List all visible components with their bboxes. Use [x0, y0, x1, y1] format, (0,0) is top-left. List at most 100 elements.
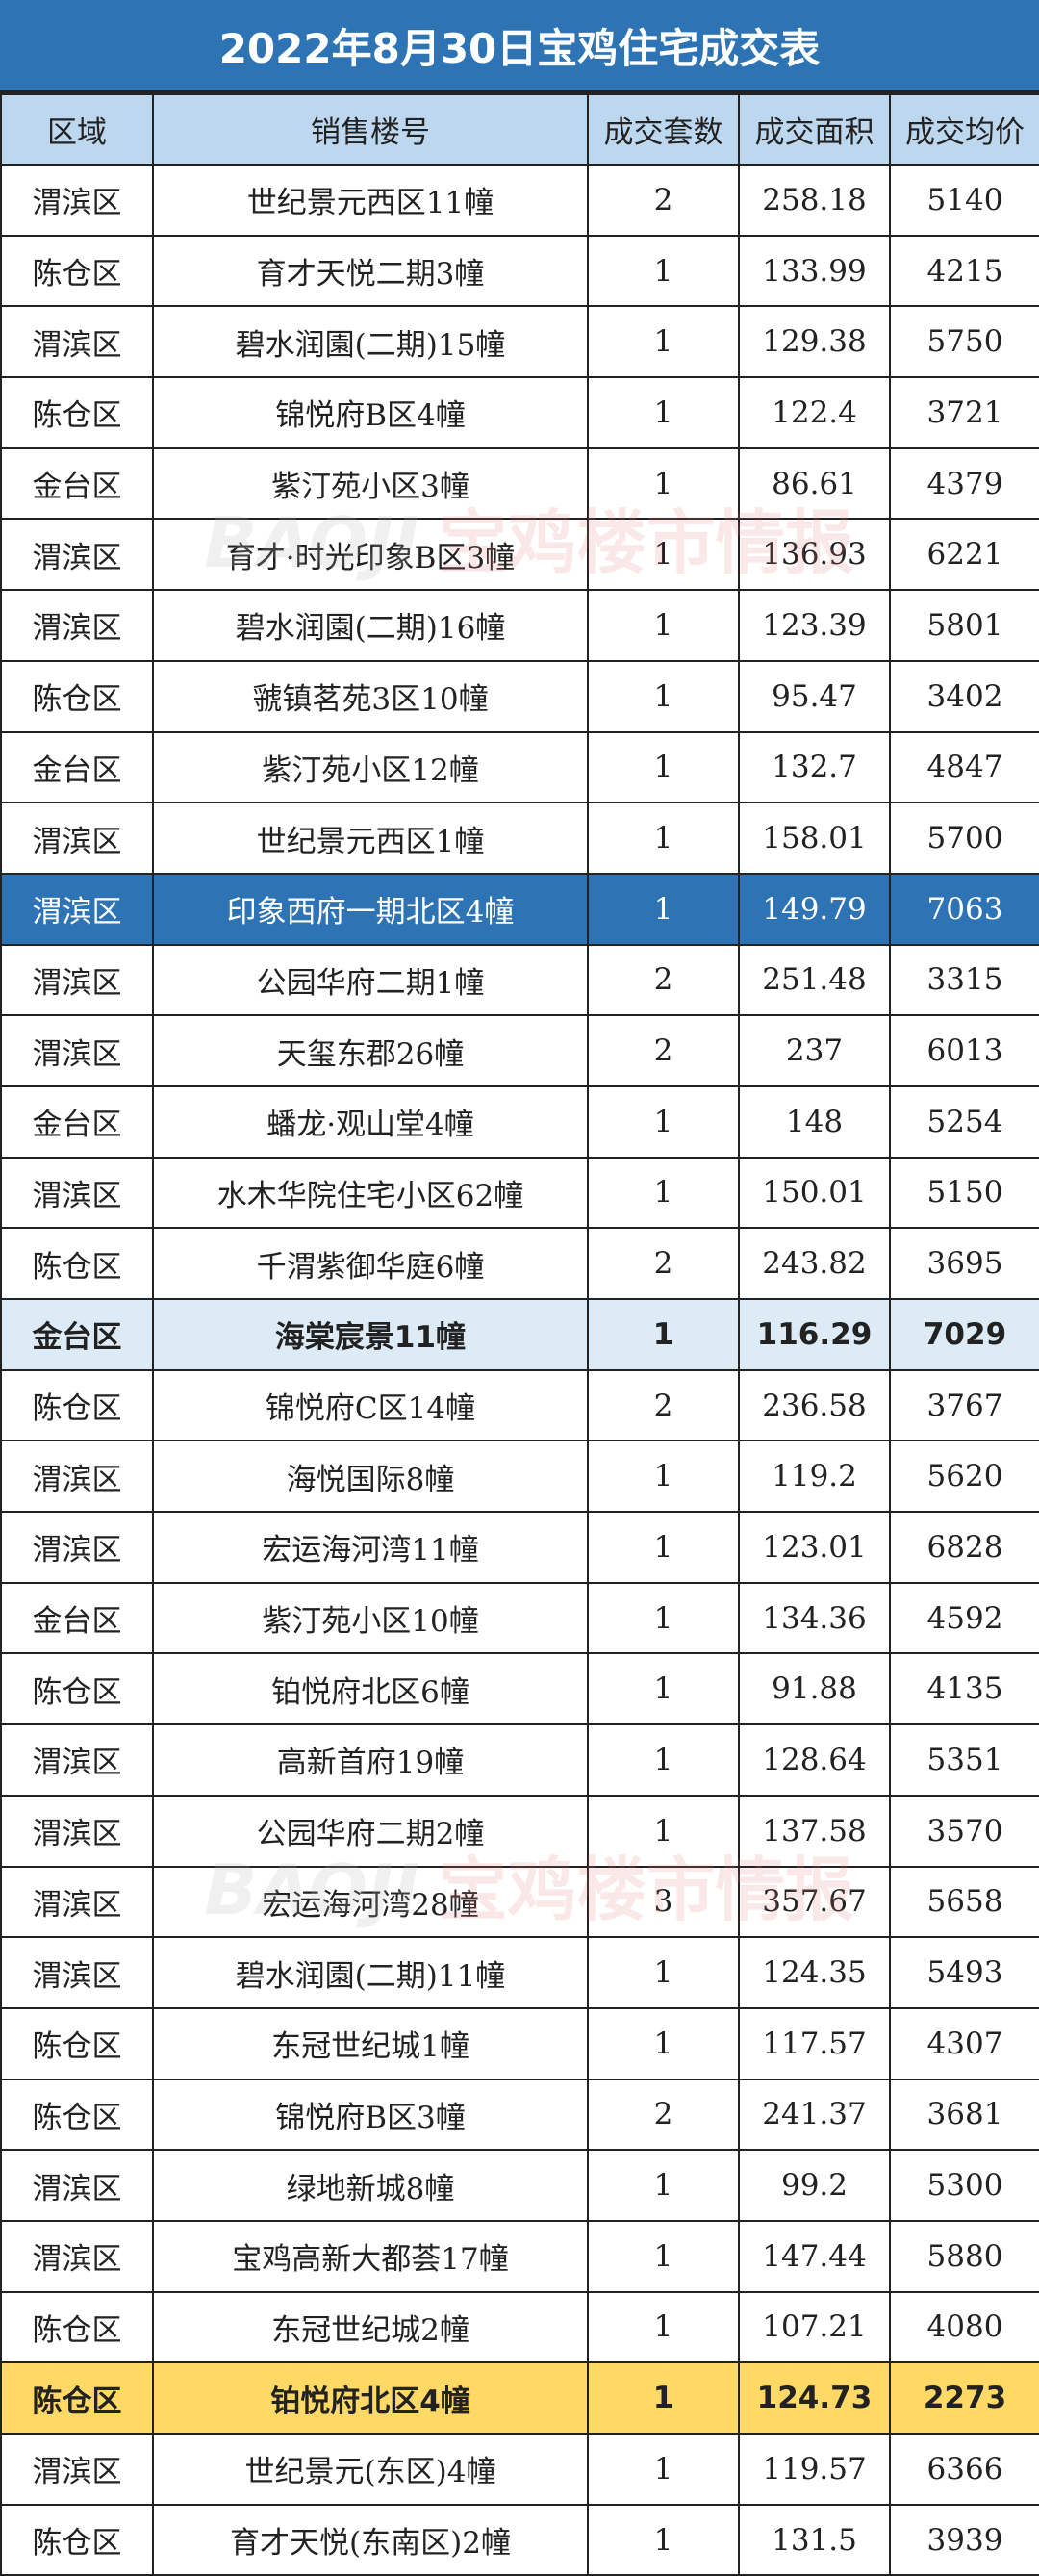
column-header-avg-price: 成交均价	[889, 93, 1039, 166]
cell-units: 1	[587, 2361, 740, 2435]
cell-building: 水木华院住宅小区62幢	[152, 1156, 589, 1230]
cell-district: 渭滨区	[0, 1014, 154, 1087]
cell-district: 金台区	[0, 1084, 154, 1159]
table-row: 渭滨区 天玺东郡26幢 2 237 6013	[0, 1014, 1039, 1087]
cell-avg-price: 3939	[889, 2503, 1039, 2576]
table-row: 陈仓区 东冠世纪城2幢 1 107.21 4080	[0, 2290, 1039, 2364]
table-row: 陈仓区 铂悦府北区6幢 1 91.88 4135	[0, 1652, 1039, 1726]
cell-area: 122.4	[738, 376, 891, 449]
cell-building: 千渭紫御华庭6幢	[152, 1227, 589, 1300]
cell-area: 137.58	[738, 1794, 891, 1868]
cell-building: 碧水润園(二期)11幢	[152, 1936, 589, 2009]
cell-building: 宏运海河湾11幢	[152, 1511, 589, 1584]
column-header-units: 成交套数	[587, 93, 740, 166]
table-row: 金台区 海棠宸景11幢 1 116.29 7029	[0, 1298, 1039, 1371]
cell-units: 1	[587, 2433, 740, 2506]
table-row: 渭滨区 海悦国际8幢 1 119.2 5620	[0, 1440, 1039, 1514]
cell-building: 天玺东郡26幢	[152, 1014, 589, 1087]
cell-district: 陈仓区	[0, 659, 154, 733]
cell-district: 渭滨区	[0, 518, 154, 592]
table-row: 渭滨区 高新首府19幢 1 128.64 5351	[0, 1723, 1039, 1797]
cell-avg-price: 6013	[889, 1014, 1039, 1087]
cell-units: 1	[587, 730, 740, 804]
cell-district: 渭滨区	[0, 802, 154, 875]
cell-units: 1	[587, 2006, 740, 2080]
table-row: 渭滨区 碧水润園(二期)11幢 1 124.35 5493	[0, 1936, 1039, 2009]
cell-area: 123.39	[738, 589, 891, 662]
cell-district: 陈仓区	[0, 2361, 154, 2435]
cell-district: 渭滨区	[0, 589, 154, 662]
cell-district: 陈仓区	[0, 1368, 154, 1442]
cell-area: 91.88	[738, 1652, 891, 1726]
cell-district: 陈仓区	[0, 2290, 154, 2364]
cell-district: 金台区	[0, 730, 154, 804]
cell-area: 123.01	[738, 1511, 891, 1584]
cell-units: 2	[587, 1014, 740, 1087]
cell-units: 1	[587, 1723, 740, 1797]
cell-area: 99.2	[738, 2149, 891, 2222]
table-row: 渭滨区 公园华府二期1幢 2 251.48 3315	[0, 943, 1039, 1017]
cell-building: 公园华府二期1幢	[152, 943, 589, 1017]
cell-district: 渭滨区	[0, 164, 154, 237]
column-header-district: 区域	[0, 93, 154, 166]
cell-units: 1	[587, 2219, 740, 2293]
cell-area: 133.99	[738, 234, 891, 308]
cell-district: 陈仓区	[0, 1227, 154, 1300]
cell-district: 渭滨区	[0, 943, 154, 1017]
cell-area: 150.01	[738, 1156, 891, 1230]
table-row: 渭滨区 世纪景元西区1幢 1 158.01 5700	[0, 802, 1039, 875]
cell-area: 237	[738, 1014, 891, 1087]
cell-district: 渭滨区	[0, 2433, 154, 2506]
cell-building: 锦悦府B区4幢	[152, 376, 589, 449]
cell-avg-price: 2273	[889, 2361, 1039, 2435]
cell-units: 2	[587, 1368, 740, 1442]
cell-avg-price: 4847	[889, 730, 1039, 804]
cell-area: 119.57	[738, 2433, 891, 2506]
cell-area: 86.61	[738, 446, 891, 521]
cell-district: 金台区	[0, 1581, 154, 1655]
cell-units: 1	[587, 2290, 740, 2364]
cell-building: 紫汀苑小区3幢	[152, 446, 589, 521]
cell-area: 149.79	[738, 872, 891, 946]
cell-building: 绿地新城8幢	[152, 2149, 589, 2222]
cell-avg-price: 3681	[889, 2078, 1039, 2152]
cell-units: 2	[587, 164, 740, 237]
cell-area: 357.67	[738, 1865, 891, 1939]
cell-units: 2	[587, 1227, 740, 1300]
cell-avg-price: 3721	[889, 376, 1039, 449]
cell-avg-price: 3767	[889, 1368, 1039, 1442]
table-row: 渭滨区 宏运海河湾11幢 1 123.01 6828	[0, 1511, 1039, 1584]
cell-building: 世纪景元(东区)4幢	[152, 2433, 589, 2506]
cell-building: 世纪景元西区11幢	[152, 164, 589, 237]
cell-building: 宏运海河湾28幢	[152, 1865, 589, 1939]
cell-district: 渭滨区	[0, 2149, 154, 2222]
cell-district: 渭滨区	[0, 305, 154, 379]
cell-area: 258.18	[738, 164, 891, 237]
table-row: 陈仓区 虢镇茗苑3区10幢 1 95.47 3402	[0, 659, 1039, 733]
cell-building: 育才·时光印象B区3幢	[152, 518, 589, 592]
table-row: 金台区 紫汀苑小区12幢 1 132.7 4847	[0, 730, 1039, 804]
table-row: 渭滨区 绿地新城8幢 1 99.2 5300	[0, 2149, 1039, 2222]
cell-area: 243.82	[738, 1227, 891, 1300]
cell-units: 1	[587, 1936, 740, 2009]
cell-avg-price: 5658	[889, 1865, 1039, 1939]
cell-district: 渭滨区	[0, 2219, 154, 2293]
table-row: 渭滨区 印象西府一期北区4幢 1 149.79 7063	[0, 872, 1039, 946]
table-row: 渭滨区 碧水润園(二期)15幢 1 129.38 5750	[0, 305, 1039, 379]
cell-building: 蟠龙·观山堂4幢	[152, 1084, 589, 1159]
cell-building: 碧水润園(二期)15幢	[152, 305, 589, 379]
table-row: 陈仓区 锦悦府C区14幢 2 236.58 3767	[0, 1368, 1039, 1442]
cell-area: 236.58	[738, 1368, 891, 1442]
cell-units: 1	[587, 234, 740, 308]
cell-building: 碧水润園(二期)16幢	[152, 589, 589, 662]
cell-avg-price: 3402	[889, 659, 1039, 733]
cell-avg-price: 3570	[889, 1794, 1039, 1868]
cell-building: 铂悦府北区4幢	[152, 2361, 589, 2435]
cell-area: 241.37	[738, 2078, 891, 2152]
cell-units: 1	[587, 1084, 740, 1159]
cell-area: 129.38	[738, 305, 891, 379]
cell-area: 116.29	[738, 1298, 891, 1371]
table-header-row: 区域 销售楼号 成交套数 成交面积 成交均价	[0, 93, 1039, 166]
cell-units: 1	[587, 1794, 740, 1868]
cell-district: 金台区	[0, 1298, 154, 1371]
